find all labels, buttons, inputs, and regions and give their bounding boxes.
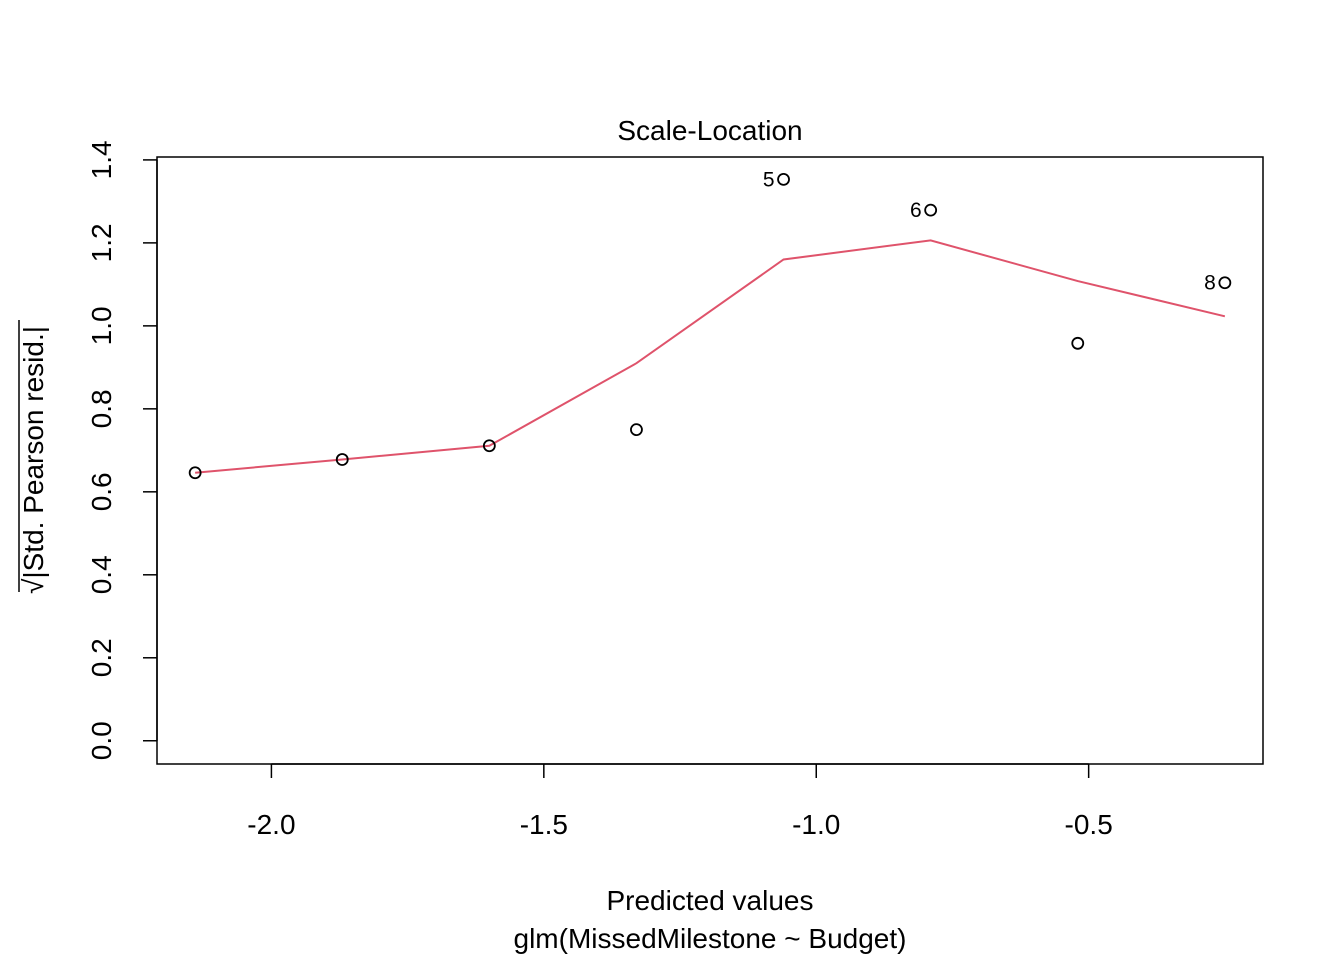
point-label: 5	[763, 168, 775, 191]
smooth-line	[195, 239, 1226, 474]
data-point	[1218, 276, 1232, 290]
data-point	[777, 173, 790, 186]
chart-title: Scale-Location	[617, 115, 802, 146]
x-tick-label: -2.0	[247, 809, 295, 840]
y-tick-label: 1.2	[86, 223, 117, 262]
data-point	[335, 453, 349, 466]
data-point	[1071, 336, 1085, 350]
data-point	[482, 439, 496, 453]
point-label: 6	[910, 199, 922, 222]
y-axis-label-radical: √	[18, 578, 49, 594]
point-label: 8	[1204, 272, 1216, 295]
y-tick-label: 0.6	[86, 472, 117, 511]
y-tick-label: 0.0	[86, 721, 117, 760]
model-subtitle: glm(MissedMilestone ~ Budget)	[514, 923, 907, 954]
y-tick-label: 0.4	[86, 555, 117, 594]
smooth-line-layer	[195, 239, 1226, 474]
y-axis-label-text: |Std. Pearson resid.|	[18, 326, 49, 579]
data-point	[924, 203, 938, 217]
svg-text:√|Std. Pearson resid.|: √|Std. Pearson resid.|	[18, 326, 49, 594]
x-tick-label: -1.5	[520, 809, 568, 840]
data-point	[188, 466, 202, 480]
y-tick-label: 1.4	[86, 140, 117, 179]
y-tick-label: 1.0	[86, 306, 117, 345]
y-axis-label: √|Std. Pearson resid.|	[18, 320, 49, 594]
x-axis: -2.0 -1.5 -1.0 -0.5	[247, 763, 1113, 840]
points-layer: 5 6 8	[188, 168, 1232, 480]
data-point	[630, 423, 643, 436]
x-axis-label: Predicted values	[606, 885, 813, 916]
x-tick-label: -0.5	[1065, 809, 1113, 840]
x-tick-label: -1.0	[792, 809, 840, 840]
y-axis: 0.0 0.2 0.4 0.6 0.8 1.0 1.2 1.4	[86, 140, 158, 760]
y-tick-label: 0.8	[86, 389, 117, 428]
y-tick-label: 0.2	[86, 638, 117, 677]
